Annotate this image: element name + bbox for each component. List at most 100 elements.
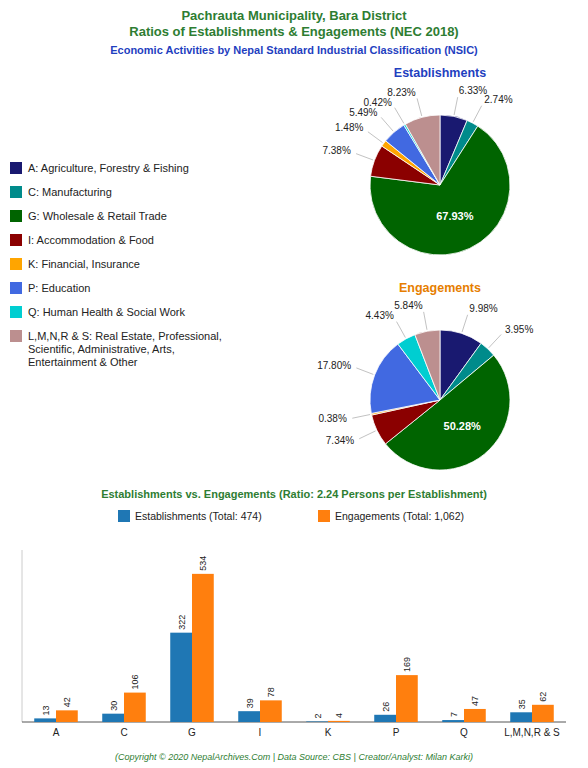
pie-label: 8.23% xyxy=(387,87,415,98)
label-leader xyxy=(397,322,406,338)
bar-title: Establishments vs. Engagements (Ratio: 2… xyxy=(101,488,487,500)
legend-label: A: Agriculture, Forestry & Fishing xyxy=(28,162,189,174)
pie-label: 67.93% xyxy=(436,210,474,222)
legend-swatch xyxy=(10,234,22,246)
pie-label: 0.38% xyxy=(318,413,346,424)
legend-label: K: Financial, Insurance xyxy=(28,258,140,270)
bar xyxy=(238,711,260,722)
legend-label: Establishments (Total: 474) xyxy=(135,510,262,522)
bar-value-label: 62 xyxy=(538,692,548,702)
legend-swatch xyxy=(318,510,330,522)
pie-label: 5.84% xyxy=(394,300,422,311)
legend-swatch xyxy=(118,510,130,522)
bar-value-label: 78 xyxy=(266,687,276,697)
legend-label: I: Accommodation & Food xyxy=(28,234,154,246)
pie: Engagements9.98%3.95%50.28%7.34%0.38%17.… xyxy=(317,281,533,470)
x-tick-label: A xyxy=(53,727,60,738)
legend-swatch xyxy=(10,282,22,294)
bar xyxy=(56,710,78,722)
label-leader xyxy=(356,154,373,160)
bar-value-label: 2 xyxy=(313,713,323,718)
pie-label: 1.48% xyxy=(335,122,363,133)
bar xyxy=(102,714,124,722)
label-leader xyxy=(489,335,501,348)
pie-label: 5.49% xyxy=(349,107,377,118)
pie-title: Establishments xyxy=(394,66,486,80)
bar xyxy=(532,705,554,722)
legend-label: P: Education xyxy=(28,282,90,294)
bar xyxy=(442,720,464,722)
pie-slice xyxy=(405,115,440,185)
legend-label: C: Manufacturing xyxy=(28,186,112,198)
pie-label: 3.95% xyxy=(505,324,533,335)
pie-label: 17.80% xyxy=(317,360,351,371)
label-leader xyxy=(352,415,370,419)
pie-title: Engagements xyxy=(399,281,481,295)
background xyxy=(0,0,588,768)
legend-label: Q: Human Health & Social Work xyxy=(28,306,185,318)
bar xyxy=(510,712,532,722)
legend-swatch xyxy=(10,258,22,270)
pie-slice xyxy=(415,330,440,400)
title: Pachrauta Municipality, Bara DistrictRat… xyxy=(129,8,458,39)
x-tick-label: I xyxy=(259,727,262,738)
chart-root: Pachrauta Municipality, Bara DistrictRat… xyxy=(0,0,588,768)
legend-swatch xyxy=(10,162,22,174)
legend-swatch xyxy=(10,186,22,198)
bar xyxy=(306,721,328,722)
pie-label: 7.38% xyxy=(322,145,350,156)
x-tick-label: P xyxy=(393,727,400,738)
label-leader xyxy=(356,368,373,375)
bar xyxy=(34,718,56,722)
y-axis-line xyxy=(22,550,23,722)
bar xyxy=(260,700,282,722)
pie-label: 9.98% xyxy=(469,303,497,314)
bar xyxy=(124,693,146,722)
label-leader xyxy=(454,97,458,115)
bar xyxy=(396,675,418,722)
pie-label: 6.33% xyxy=(459,85,487,96)
label-leader xyxy=(381,117,393,131)
pie-label: 7.34% xyxy=(326,435,354,446)
x-tick-label: L,M,N,R & S xyxy=(504,727,560,738)
x-tick-label: C xyxy=(120,727,127,738)
bar-value-label: 322 xyxy=(177,615,187,630)
subtitle: Economic Activities by Nepal Standard In… xyxy=(110,44,478,56)
legend-label: G: Wholesale & Retail Trade xyxy=(28,210,167,222)
legend-label: Engagements (Total: 1,062) xyxy=(335,510,464,522)
x-tick-label: Q xyxy=(460,727,468,738)
bar-value-label: 42 xyxy=(62,697,72,707)
pie: Establishments 6.33%2.74% 67.93% 7.38% 1.48%… xyxy=(322,66,512,255)
bar-value-label: 30 xyxy=(109,701,119,711)
bar-value-label: 47 xyxy=(470,696,480,706)
pie-label: 0.42% xyxy=(363,97,391,108)
bar-value-label: 7 xyxy=(449,712,459,717)
legend-swatch xyxy=(10,306,22,318)
legend-swatch xyxy=(10,210,22,222)
bar xyxy=(192,574,214,722)
bar-chart: Establishments vs. Engagements (Ratio: 2… xyxy=(22,488,566,738)
bar-value-label: 39 xyxy=(245,698,255,708)
legend-label: L,M,N,R & S: Real Estate, Professional,S… xyxy=(28,330,222,368)
bar-value-label: 534 xyxy=(198,556,208,571)
bar xyxy=(374,715,396,722)
label-leader xyxy=(462,315,468,332)
bar-value-label: 35 xyxy=(517,699,527,709)
pie-label: 2.74% xyxy=(484,94,512,105)
pie-label: 4.43% xyxy=(365,310,393,321)
bar-value-label: 13 xyxy=(41,705,51,715)
label-leader xyxy=(424,312,427,330)
label-leader xyxy=(359,431,375,439)
x-tick-label: G xyxy=(188,727,196,738)
label-leader xyxy=(417,98,422,116)
bar xyxy=(328,721,350,722)
bar xyxy=(464,709,486,722)
footer-note: (Copyright © 2020 NepalArchives.Com | Da… xyxy=(115,752,473,762)
x-tick-label: K xyxy=(325,727,332,738)
bar-value-label: 4 xyxy=(334,713,344,718)
label-leader xyxy=(368,132,383,143)
bars xyxy=(34,574,554,722)
bar-value-label: 26 xyxy=(381,702,391,712)
bar xyxy=(170,633,192,722)
label-leader xyxy=(473,106,481,122)
